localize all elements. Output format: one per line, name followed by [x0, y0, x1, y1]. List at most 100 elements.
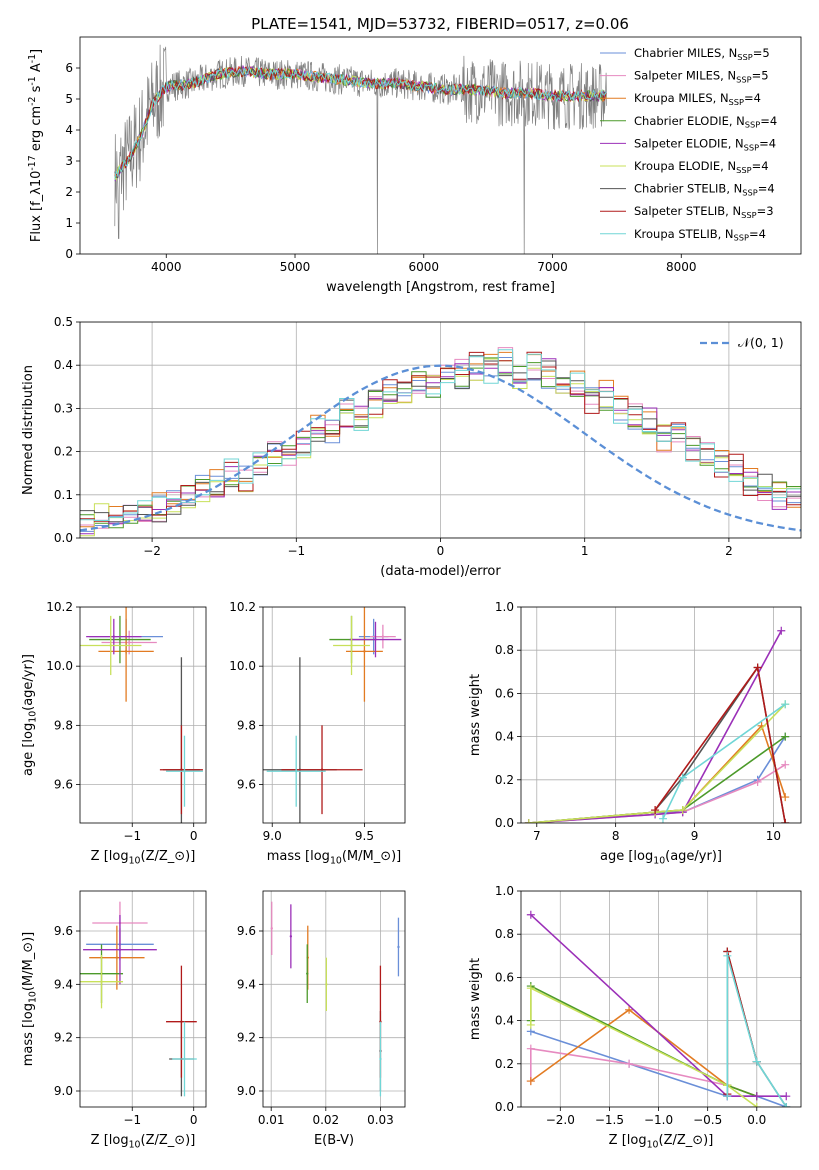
y-tick-label: 0.0: [495, 816, 514, 830]
x-tick-label: 8000: [666, 260, 697, 274]
y-tick-label: 0.5: [54, 315, 73, 329]
series-marker: [526, 910, 535, 919]
series-line-7: [654, 665, 786, 823]
plot-area: [114, 44, 607, 254]
chart-mass_metallicity: −1 0 9.0 9.2 9.4 9.6 Z [log10​(Z/Z_⊙)] mass [lo…: [21, 890, 207, 1150]
x-tick-label: −1.5: [595, 1113, 624, 1127]
series-marker: [723, 951, 732, 960]
y-tick-label: 4: [65, 123, 73, 137]
x-axis-label: (data-model)/error: [380, 564, 501, 579]
x-tick-label: 7000: [537, 260, 568, 274]
y-tick-label: 3: [65, 154, 73, 168]
data-point: [379, 1057, 382, 1061]
series-line-8: [654, 665, 786, 823]
x-tick-label: 0.01: [258, 1113, 285, 1127]
y-axis-label: Normed distribution: [21, 365, 36, 495]
legend-label-2: Salpeter MILES, NSSP​=5: [634, 69, 769, 85]
x-tick-label: 5000: [280, 260, 311, 274]
series-marker: [781, 732, 790, 741]
x-axis-label: mass [log10​(M/M_⊙)]: [267, 849, 402, 866]
y-tick-label: 0.8: [495, 643, 514, 657]
data-point: [325, 983, 328, 986]
series-line-4: [530, 984, 758, 1097]
data-point: [363, 650, 366, 653]
x-tick-label: 0.0: [747, 1113, 766, 1127]
data-point: [180, 768, 183, 771]
data-point: [294, 770, 298, 773]
legend-label-8: Salpeter STELIB, NSSP​=3: [634, 204, 774, 220]
y-tick-label: 0.2: [495, 1057, 514, 1071]
x-tick-label: 8: [612, 829, 620, 843]
y-tick-label: 9.6: [237, 778, 256, 792]
x-tick-label: 2: [725, 544, 733, 558]
x-axis-label: Z [log10​(Z/Z_⊙)]: [91, 849, 196, 866]
x-tick-label: 0.03: [367, 1113, 394, 1127]
plot-area: [521, 607, 801, 823]
y-tick-label: 9.4: [237, 977, 256, 991]
y-tick-label: 2: [65, 185, 73, 199]
series-line-9: [726, 955, 787, 1107]
chart-age_mass: 9.0 9.5 9.6 9.8 10.0 10.2 mass [log10​(M/M_⊙)]: [229, 600, 406, 866]
legend-label-normal: 𝒩(0, 1): [738, 335, 784, 350]
plot-area: [80, 607, 206, 823]
y-tick-label: 1: [65, 216, 73, 230]
x-tick-label: 7: [533, 829, 541, 843]
series-marker: [781, 760, 790, 769]
axes-frame: [79, 36, 802, 255]
y-tick-label: 9.6: [54, 924, 73, 938]
plot-area: [80, 322, 801, 538]
x-tick-label: 1: [581, 544, 589, 558]
data-point: [397, 945, 400, 949]
y-axis-label: age [log10​(age/yr)]: [21, 654, 38, 776]
y-tick-label: 0.6: [495, 970, 514, 984]
axes-frame: [79, 606, 207, 824]
series-marker: [753, 777, 762, 786]
series-line-6: [530, 986, 758, 1107]
data-point: [350, 644, 353, 647]
series-line-6: [528, 703, 786, 823]
chart-mass_ebv: 0.01 0.02 0.03 9.0 9.2 9.4 9.6 E(B-V): [237, 890, 406, 1148]
x-tick-label: 9.5: [355, 829, 374, 843]
chart-residuals: −2 −1 0 1 2 0.0 0.1 0.2 0.3 0.4 0.5 (data-model)/er…: [21, 315, 802, 579]
y-tick-label: 0: [65, 247, 73, 261]
y-tick-label: 9.6: [237, 924, 256, 938]
data-point: [118, 948, 122, 951]
plot-area: [263, 607, 405, 823]
x-tick-label: 0: [190, 829, 198, 843]
y-tick-label: 9.0: [54, 1084, 73, 1098]
series-marker: [524, 819, 533, 823]
series-marker: [625, 1005, 634, 1014]
data-point: [183, 770, 186, 773]
y-tick-label: 0.3: [54, 401, 73, 415]
data-point: [118, 638, 122, 641]
x-axis-label: wavelength [Angstrom, rest frame]: [326, 280, 555, 295]
x-tick-label: −1: [123, 1113, 141, 1127]
axes-frame: [520, 890, 802, 1108]
chart-age_metallicity: −1 0 9.6 9.8 10.0 10.2 Z [log10​(Z/Z_⊙)] age [l…: [21, 600, 207, 866]
data-point: [127, 641, 131, 644]
series-marker: [526, 1077, 535, 1086]
plot-area: [263, 891, 405, 1107]
plot-area: [80, 891, 206, 1107]
data-point: [112, 635, 116, 638]
y-tick-label: 5: [65, 92, 73, 106]
x-tick-label: 9.0: [263, 829, 282, 843]
data-point: [109, 644, 112, 647]
y-tick-label: 0.1: [54, 488, 73, 502]
data-point: [100, 980, 103, 983]
x-axis-label: Z [log10​(Z/Z_⊙)]: [91, 1133, 196, 1150]
data-point: [270, 927, 273, 930]
legend-label-6: Kroupa ELODIE, NSSP​=4: [634, 159, 769, 175]
series-marker: [658, 814, 667, 823]
y-tick-label: 0.2: [495, 773, 514, 787]
series-marker: [526, 984, 535, 993]
x-tick-label: 10: [766, 829, 781, 843]
series-marker: [678, 773, 687, 782]
data-point: [374, 638, 377, 641]
series-marker: [781, 700, 790, 709]
chart-massweight_metallicity: −2.0 −1.5 −1.0 −0.5 0.0 0.0 0.2 0.4 0.6 0.8 1.0 Z […: [468, 884, 802, 1150]
data-point: [320, 768, 324, 771]
y-axis-label: Flux [f_λ10-17​ erg cm-2​ s-1​ A-1​]: [27, 49, 44, 242]
x-tick-label: 6000: [408, 260, 439, 274]
